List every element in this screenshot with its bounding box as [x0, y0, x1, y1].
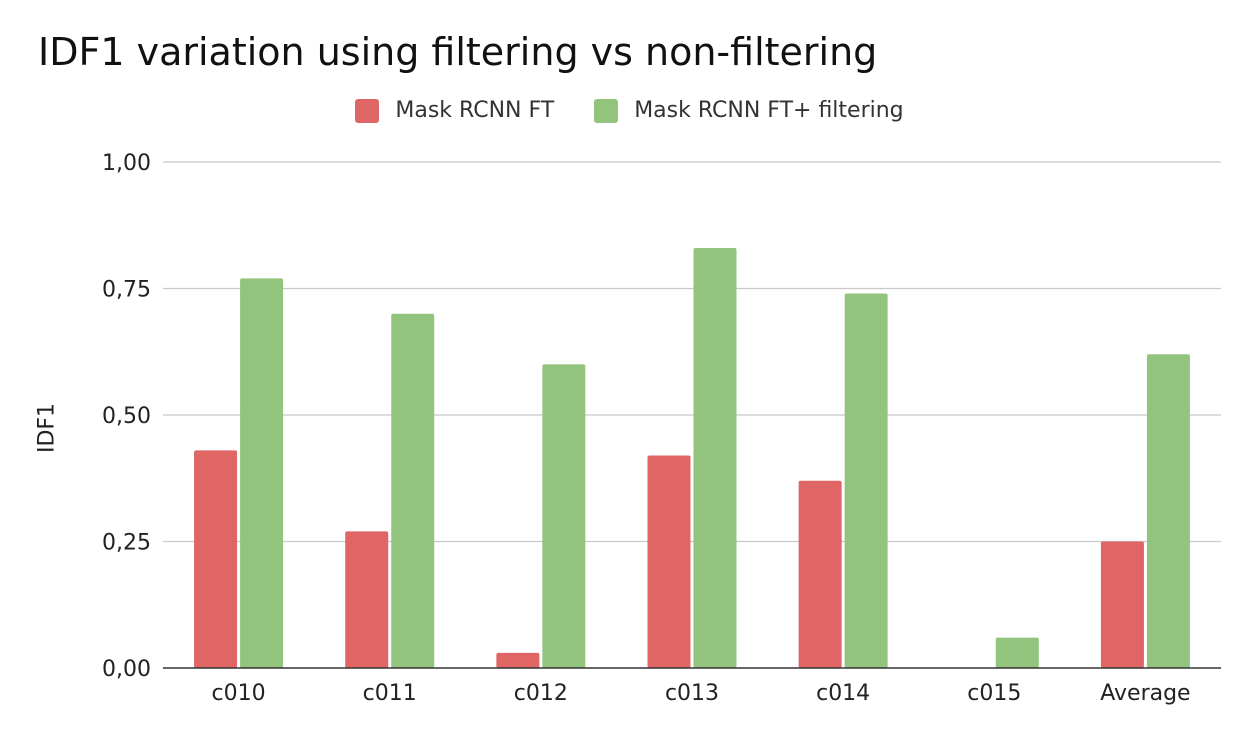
x-tick-label: Average — [1100, 681, 1190, 706]
bar-series-1-c013 — [647, 455, 691, 668]
y-tick-label: 0,75 — [102, 278, 151, 303]
y-tick-label: 0,50 — [102, 404, 151, 429]
bar-series-2-c010 — [240, 278, 284, 668]
legend: Mask RCNN FT Mask RCNN FT+ filtering — [0, 98, 1259, 123]
chart-title: IDF1 variation using filtering vs non-fi… — [38, 30, 878, 74]
x-tick-label: c010 — [212, 681, 266, 706]
legend-swatch-series-1 — [355, 98, 380, 123]
bar-series-2-c014 — [844, 293, 888, 668]
bar-series-2-c012 — [542, 364, 586, 668]
bar-series-1-average — [1100, 541, 1144, 668]
legend-item-series-2: Mask RCNN FT+ filtering — [594, 98, 904, 123]
bar-series-1-c010 — [194, 450, 238, 668]
bar-series-1-c014 — [798, 480, 842, 668]
legend-label-series-2: Mask RCNN FT+ filtering — [634, 98, 904, 123]
x-tick-label: c013 — [665, 681, 719, 706]
x-tick-label: c014 — [816, 681, 870, 706]
y-tick-label: 1,00 — [102, 151, 151, 176]
bar-series-2-average — [1146, 354, 1190, 668]
bar-series-2-c013 — [693, 248, 737, 668]
bar-series-1-c011 — [345, 531, 389, 668]
x-tick-label: c011 — [363, 681, 417, 706]
x-tick-label: c012 — [514, 681, 568, 706]
y-tick-label: 0,00 — [102, 657, 151, 682]
legend-item-series-1: Mask RCNN FT — [355, 98, 554, 123]
bar-series-1-c012 — [496, 652, 540, 668]
legend-swatch-series-2 — [594, 98, 619, 123]
y-tick-label: 0,25 — [102, 531, 151, 556]
bar-series-2-c015 — [995, 637, 1039, 668]
legend-label-series-1: Mask RCNN FT — [395, 98, 555, 123]
x-tick-label: c015 — [967, 681, 1021, 706]
bar-series-2-c011 — [391, 313, 435, 668]
